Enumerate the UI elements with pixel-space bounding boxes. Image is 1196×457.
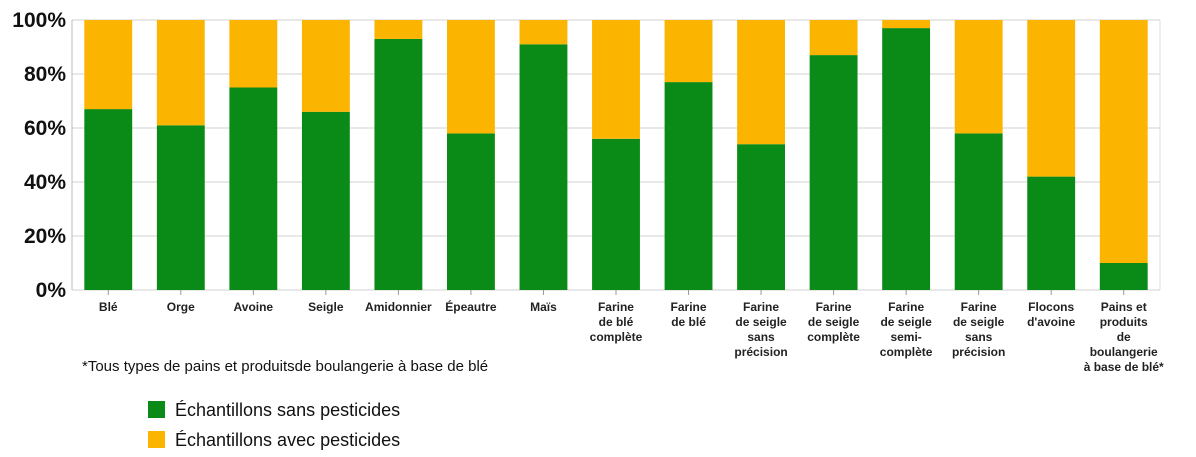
bar-segment — [592, 138, 640, 290]
bar-segment — [519, 20, 568, 45]
bar-segment — [809, 20, 858, 56]
bar-segment — [664, 82, 713, 290]
legend-item: Échantillons sans pesticides — [148, 400, 400, 421]
y-tick-label: 0% — [36, 279, 67, 302]
bar-segment — [374, 38, 423, 291]
x-tick-label: Maïs — [530, 300, 557, 314]
y-tick-label: 60% — [24, 117, 66, 140]
bar-segment — [664, 20, 713, 83]
x-tick-label: Blé — [98, 300, 118, 314]
bar-segment — [737, 144, 786, 290]
bar-segment — [954, 133, 1003, 290]
bar-segment — [882, 28, 931, 290]
bar-segment — [156, 125, 205, 290]
x-tick-label: Orge — [166, 300, 195, 314]
bar-segment — [882, 20, 931, 29]
legend-label: Échantillons avec pesticides — [175, 430, 401, 450]
x-tick-label: Avoine — [233, 300, 274, 314]
bar-segment — [301, 111, 350, 290]
legend-label: Échantillons sans pesticides — [175, 400, 401, 420]
y-tick-label: 80% — [24, 63, 66, 86]
bar-segment — [1099, 20, 1148, 263]
x-tick-label: Épeautre — [445, 300, 497, 314]
bar-segment — [954, 20, 1003, 134]
legend-swatch — [148, 401, 165, 418]
x-tick-label: Farine de blé complète — [589, 300, 643, 344]
bar-segment — [592, 20, 640, 139]
x-tick-label: Farine de seigle sans précision — [734, 300, 788, 359]
bar-segment — [229, 20, 278, 88]
footnote: *Tous types de pains et produitsde boula… — [82, 358, 489, 375]
bar-segment — [1099, 263, 1148, 290]
y-tick-label: 40% — [24, 171, 66, 194]
bar-segment — [519, 44, 568, 290]
x-tick-label: Farine de seigle semi-complète — [879, 300, 933, 359]
legend-swatch — [148, 431, 165, 448]
y-tick-label: 100% — [12, 9, 66, 32]
bar-segment — [84, 109, 133, 290]
bar-segment — [229, 87, 278, 290]
bar-segment — [1027, 176, 1076, 290]
bar-segment — [446, 133, 495, 290]
x-tick-label: Pains et produits de boulangerie à base … — [1083, 300, 1164, 374]
bar-segment — [156, 20, 205, 126]
y-tick-label: 20% — [24, 225, 66, 248]
bar-segment — [446, 20, 495, 134]
bar-segment — [84, 20, 133, 110]
x-tick-label: Farine de seigle complète — [807, 300, 860, 344]
x-tick-label: Amidonnier — [365, 300, 432, 314]
x-tick-label: Seigle — [308, 300, 344, 314]
x-tick-label: Farine de blé — [670, 300, 707, 329]
x-tick-label: Flocons d'avoine — [1027, 300, 1076, 329]
bar-segment — [301, 20, 350, 112]
x-tick-label: Farine de seigle sans précision — [951, 300, 1006, 359]
bar-segment — [737, 20, 786, 145]
bar-segment — [809, 55, 858, 290]
bar-segment — [374, 20, 423, 39]
bar-segment — [1027, 20, 1076, 177]
legend-item: Échantillons avec pesticides — [148, 430, 400, 451]
